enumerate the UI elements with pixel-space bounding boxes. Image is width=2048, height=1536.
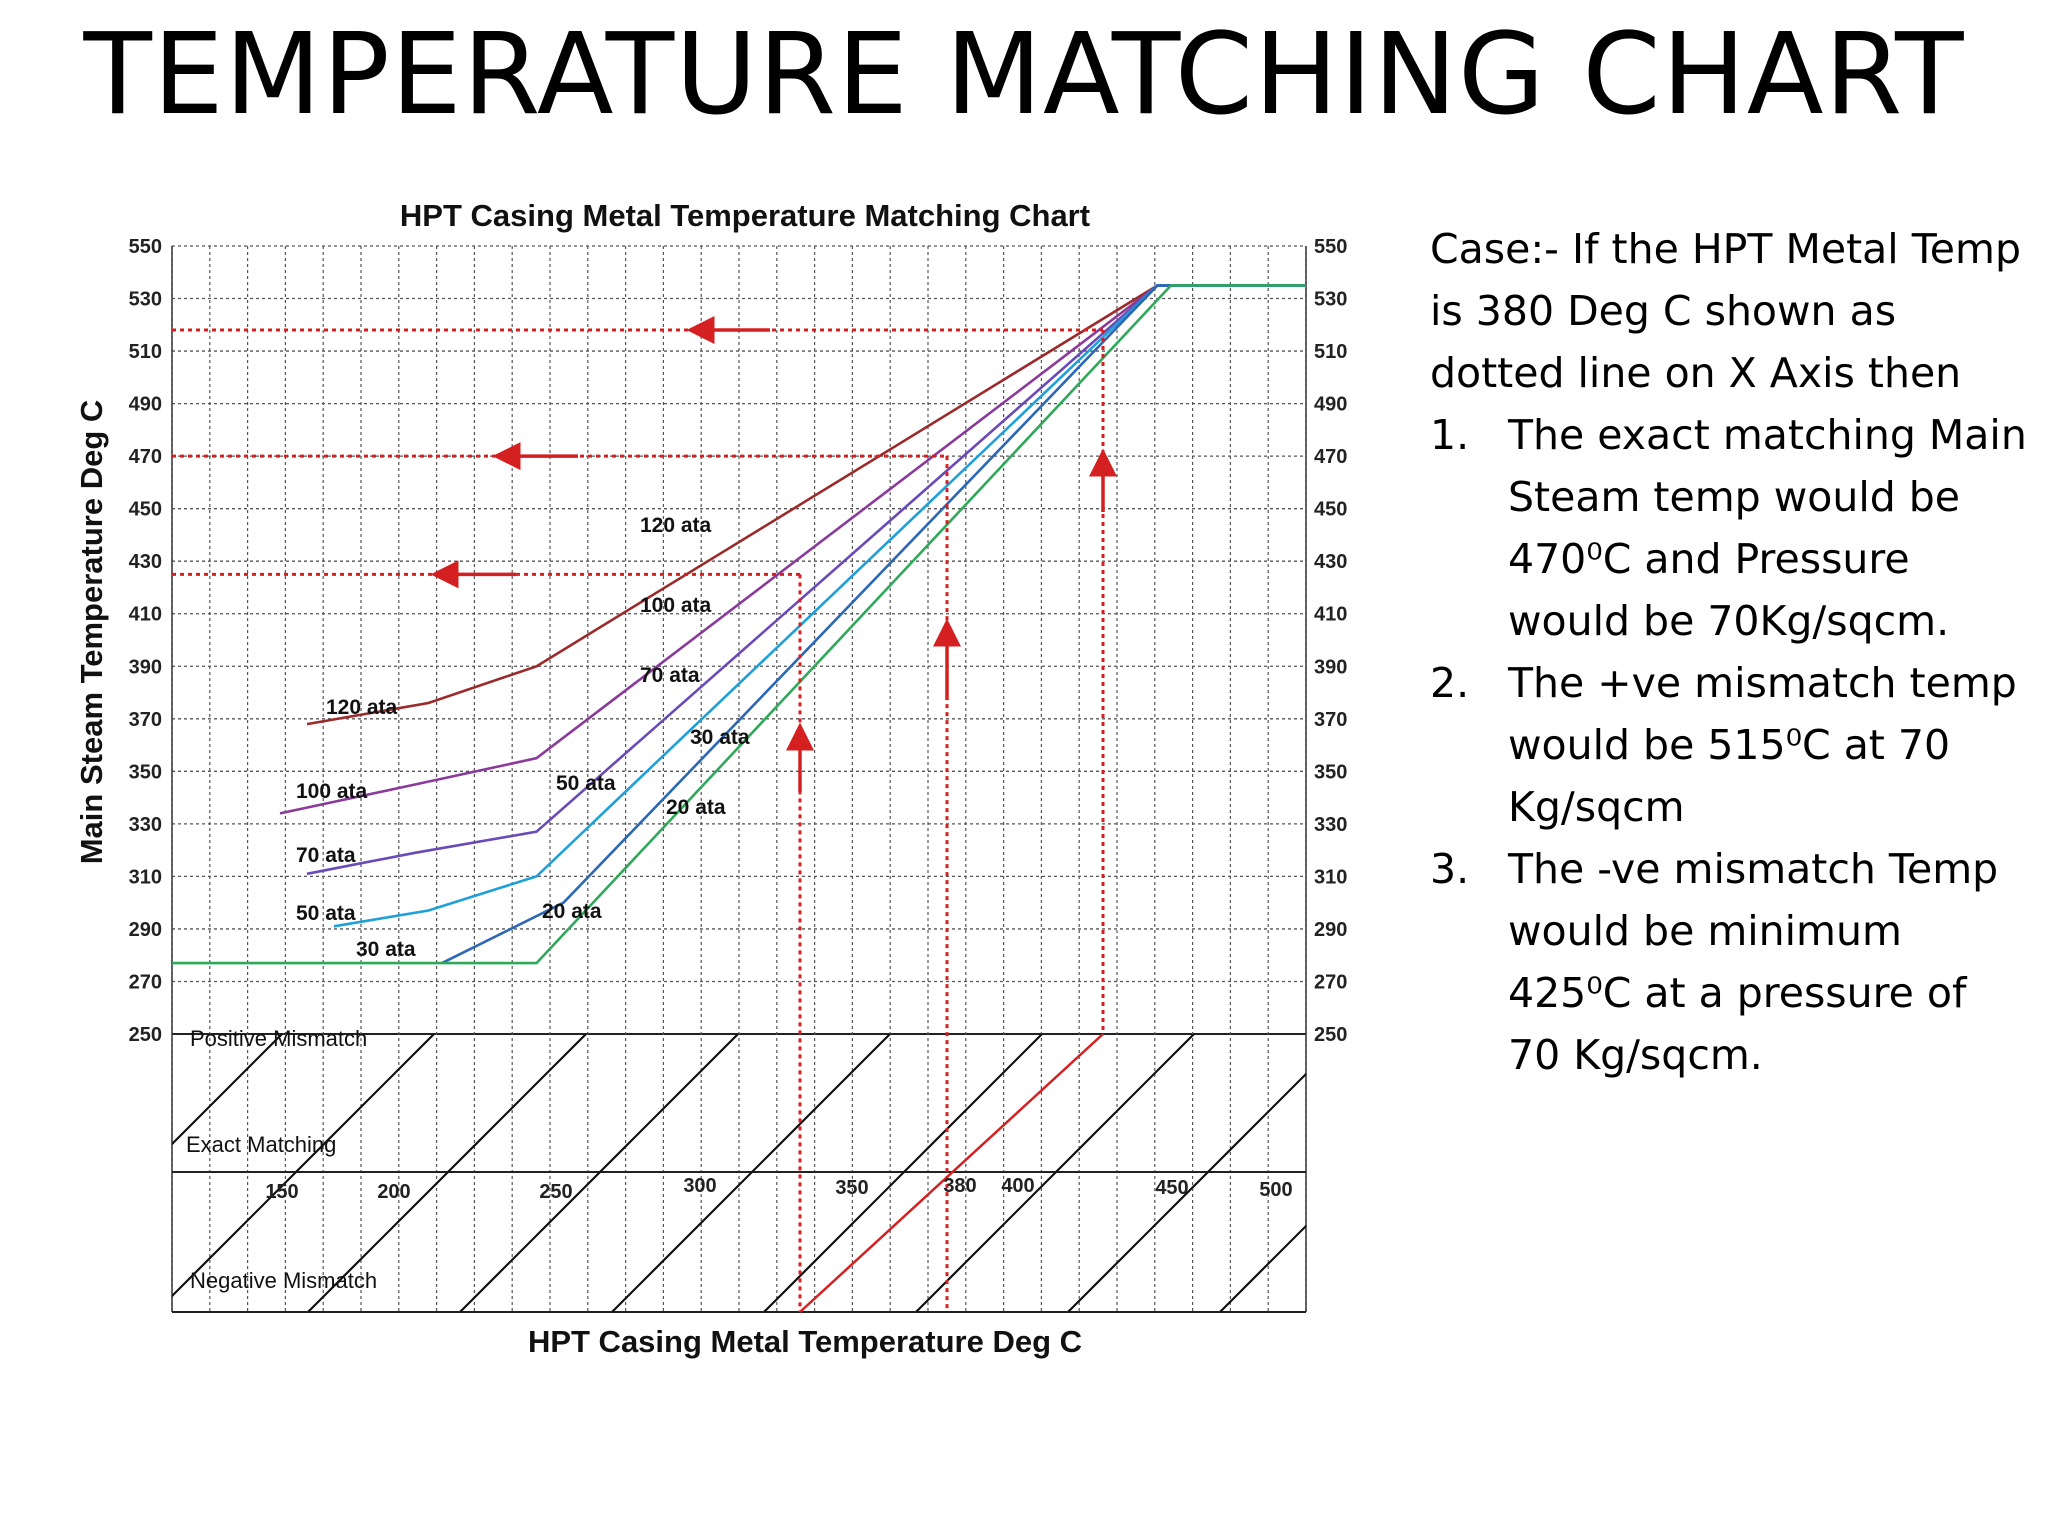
annotation-lines (172, 316, 1117, 1313)
case-description: Case:- If the HPT Metal Temp is 380 Deg … (1430, 218, 2030, 1086)
y-tick-label-right: 550 (1314, 236, 1347, 258)
y-axis-title: Main Steam Temperature Deg C (74, 400, 109, 865)
chart-grid (171, 245, 1307, 1312)
series-line (333, 284, 1306, 928)
y-tick-label-left: 270 (129, 971, 162, 993)
positive-mismatch-label: Positive Mismatch (190, 1026, 367, 1051)
x-tick-label: 500 (1259, 1179, 1292, 1201)
diagonal-line (763, 1034, 1043, 1312)
y-tick-label-right: 310 (1314, 866, 1347, 888)
diagonal-line (611, 1034, 891, 1312)
y-tick-label-left: 250 (129, 1024, 162, 1046)
case-item-number: 3. (1430, 845, 1470, 893)
case-item: 3. The -ve mismatch Temp would be minimu… (1430, 838, 2030, 1086)
series-label: 30 ata (690, 726, 750, 749)
y-tick-label-right: 290 (1314, 919, 1347, 941)
y-tick-label-left: 330 (129, 814, 162, 836)
case-item: 1. The exact matching Main Steam temp wo… (1430, 404, 2030, 652)
case-item-number: 1. (1430, 411, 1470, 459)
x-tick-label: 300 (683, 1175, 716, 1197)
series-label: 120 ata (640, 514, 712, 537)
y-tick-label-left: 370 (129, 709, 162, 731)
x-tick-label: 380 (943, 1175, 976, 1197)
case-item-text: The -ve mismatch Temp would be minimum 4… (1508, 845, 1999, 1079)
case-item-number: 2. (1430, 659, 1470, 707)
diagonal-line (1067, 1072, 1306, 1312)
y-tick-label-left: 350 (129, 761, 162, 783)
diagonal-line (0, 1034, 130, 1312)
y-tick-label-right: 390 (1314, 656, 1347, 678)
series-label: 50 ata (556, 772, 616, 795)
y-tick-label-right: 450 (1314, 499, 1347, 521)
diagonal-bands (0, 1034, 1306, 1312)
y-tick-label-right: 350 (1314, 761, 1347, 783)
series-label: 30 ata (356, 938, 416, 961)
y-tick-label-left: 290 (129, 919, 162, 941)
negative-mismatch-label: Negative Mismatch (190, 1268, 377, 1293)
y-tick-label-left: 390 (129, 656, 162, 678)
x-tick-label: 150 (265, 1181, 298, 1203)
y-tick-label-left: 450 (129, 499, 162, 521)
series-label: 100 ata (296, 780, 368, 803)
y-tick-label-left: 410 (129, 604, 162, 626)
case-item-text: The +ve mismatch temp would be 515⁰C at … (1508, 659, 2017, 831)
y-tick-label-right: 370 (1314, 709, 1347, 731)
slide-title: TEMPERATURE MATCHING CHART (83, 10, 1965, 140)
diagonal-line (307, 1034, 587, 1312)
case-list: 1. The exact matching Main Steam temp wo… (1430, 404, 2030, 1086)
series-label: 70 ata (296, 844, 356, 867)
y-tick-label-left: 490 (129, 394, 162, 416)
series-label: 50 ata (296, 902, 356, 925)
x-tick-label: 200 (377, 1181, 410, 1203)
tick-labels: 550 550 530 530 510 510 490 490 470 470 450 450 430 4… (129, 236, 1348, 1203)
series-label: 120 ata (326, 696, 398, 719)
diagonal-line (172, 1034, 283, 1146)
series-label: 20 ata (666, 796, 726, 819)
series-label: 20 ata (542, 900, 602, 923)
y-tick-label-left: 470 (129, 446, 162, 468)
series-line (279, 284, 1306, 815)
y-tick-label-right: 490 (1314, 394, 1347, 416)
y-tick-label-right: 250 (1314, 1024, 1347, 1046)
annotation-red-diagonal (799, 1033, 1104, 1313)
x-tick-label: 450 (1155, 1177, 1188, 1199)
y-tick-label-left: 550 (129, 236, 162, 258)
y-tick-label-right: 430 (1314, 551, 1347, 573)
case-intro: Case:- If the HPT Metal Temp is 380 Deg … (1430, 225, 2021, 397)
x-tick-label: 250 (539, 1181, 572, 1203)
series-line (172, 284, 1306, 965)
y-tick-label-right: 510 (1314, 341, 1347, 363)
y-tick-label-left: 510 (129, 341, 162, 363)
y-tick-label-left: 430 (129, 551, 162, 573)
x-tick-label: 400 (1001, 1175, 1034, 1197)
case-item: 2. The +ve mismatch temp would be 515⁰C … (1430, 652, 2030, 838)
mismatch-zone (0, 1034, 1306, 1313)
exact-matching-label: Exact Matching (186, 1132, 336, 1157)
diagonal-line (459, 1034, 739, 1312)
diagonal-line (1219, 1224, 1306, 1312)
chart-title: HPT Casing Metal Temperature Matching Ch… (400, 198, 1090, 233)
y-tick-label-left: 310 (129, 866, 162, 888)
series-label: 100 ata (640, 594, 712, 617)
y-tick-label-right: 270 (1314, 971, 1347, 993)
y-tick-label-right: 530 (1314, 289, 1347, 311)
series-line (441, 284, 1306, 965)
x-tick-label: 350 (835, 1177, 868, 1199)
x-axis-title: HPT Casing Metal Temperature Deg C (528, 1324, 1082, 1359)
y-tick-label-right: 330 (1314, 814, 1347, 836)
diagonal-line (172, 1034, 435, 1298)
case-item-text: The exact matching Main Steam temp would… (1508, 411, 2027, 645)
diagonal-line (915, 1034, 1195, 1312)
y-tick-label-left: 530 (129, 289, 162, 311)
y-tick-label-right: 470 (1314, 446, 1347, 468)
series-label: 70 ata (640, 664, 700, 687)
series-lines (172, 284, 1306, 965)
y-tick-label-right: 410 (1314, 604, 1347, 626)
series-line (306, 284, 1306, 876)
